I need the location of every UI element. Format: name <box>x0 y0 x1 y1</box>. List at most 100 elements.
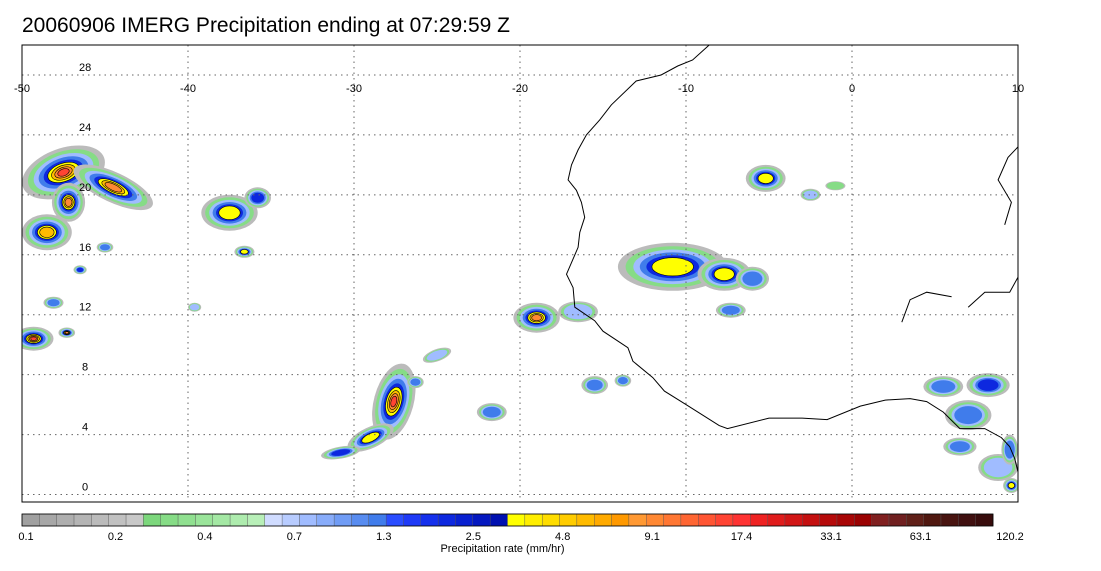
colorbar-tick-label: 2.5 <box>466 531 481 543</box>
colorbar-swatch <box>489 513 508 527</box>
precip-contour <box>826 181 844 190</box>
precip-cell <box>22 214 72 251</box>
latitude-label: 20 <box>79 182 91 194</box>
colorbar-swatch <box>680 513 699 527</box>
colorbar-swatch <box>958 513 976 527</box>
colorbar-swatch <box>437 513 456 527</box>
colorbar-tick-label: 0.2 <box>108 531 123 543</box>
precip-contour <box>47 299 60 307</box>
colorbar-swatch <box>368 513 387 527</box>
colorbar-swatch <box>541 513 560 527</box>
precip-cell <box>43 296 64 309</box>
colorbar-swatch <box>472 513 491 527</box>
colorbar-tick-label: 4.8 <box>555 531 570 543</box>
precip-cell <box>945 400 992 431</box>
precip-cell <box>188 302 202 312</box>
colorbar-swatch <box>715 513 734 527</box>
precip-contour <box>949 441 970 452</box>
precip-cell <box>321 445 361 460</box>
precip-contour <box>104 182 122 193</box>
precip-cell <box>923 376 964 398</box>
colorbar-swatch <box>906 513 924 527</box>
colorbar-tick-label: 17.4 <box>731 531 752 543</box>
colorbar-swatch <box>56 513 75 527</box>
colorbar-tick-label: 9.1 <box>645 531 660 543</box>
colorbar-swatch <box>333 513 352 527</box>
longitude-label: -20 <box>512 83 528 95</box>
colorbar-swatch <box>576 513 595 527</box>
precip-contour <box>410 378 421 386</box>
precip-contour <box>218 205 241 220</box>
colorbar-swatch <box>39 513 57 527</box>
precip-cell <box>22 326 54 351</box>
precip-cell <box>372 363 416 440</box>
colorbar-title: Precipitation rate (mm/hr) <box>440 543 564 555</box>
precip-cell <box>966 373 1010 398</box>
precip-contour <box>64 197 73 207</box>
colorbar-swatch <box>663 513 682 527</box>
colorbar-swatch <box>559 513 578 527</box>
latitude-label: 12 <box>79 302 91 314</box>
colorbar-tick-label: 0.7 <box>287 531 302 543</box>
precip-cell <box>513 302 560 333</box>
colorbar-swatch <box>854 513 872 527</box>
colorbar-swatch <box>940 513 959 527</box>
precip-cell <box>234 245 255 258</box>
colorbar-swatch <box>975 513 994 527</box>
precip-contour <box>651 257 694 277</box>
colorbar: 0.1 0.2 0.4 0.7 1.3 2.5 4.8 9.1 17.4 33.1 63.1 120.… <box>18 513 1024 555</box>
precip-contour <box>757 172 774 184</box>
precip-contour <box>742 271 763 286</box>
coastline-segment <box>967 276 1018 308</box>
latitude-label: 24 <box>79 122 91 134</box>
colorbar-swatch <box>143 513 162 527</box>
longitude-labels: -50 -40 -30 -20 -10 0 10 <box>14 83 1024 95</box>
colorbar-swatch <box>611 513 630 527</box>
colorbar-swatch <box>299 513 318 527</box>
colorbar-swatch <box>125 513 144 527</box>
colorbar-swatch <box>646 513 664 527</box>
colorbar-swatch <box>160 513 179 527</box>
colorbar-swatch <box>524 513 543 527</box>
latitude-label: 0 <box>82 482 88 494</box>
latitude-label: 28 <box>79 62 91 74</box>
coastline-segment <box>901 291 952 323</box>
map-title: 20060906 IMERG Precipitation ending at 0… <box>22 14 510 37</box>
precip-contour <box>482 406 501 418</box>
precip-contour <box>57 168 70 177</box>
colorbar-swatch <box>628 513 647 527</box>
precip-cell <box>558 301 598 323</box>
longitude-label: -40 <box>180 83 196 95</box>
colorbar-tick-label: 120.2 <box>996 531 1024 543</box>
precip-contour <box>1004 440 1015 459</box>
precip-cell <box>476 403 507 422</box>
precip-cell <box>201 194 258 231</box>
precip-contour <box>1007 482 1015 489</box>
precip-contour <box>30 336 37 341</box>
colorbar-swatch <box>767 513 786 527</box>
precip-cell <box>347 423 394 452</box>
colorbar-tick-label: 63.1 <box>910 531 931 543</box>
colorbar-swatch <box>73 513 92 527</box>
colorbar-swatch <box>507 513 526 527</box>
precip-cell <box>614 374 632 387</box>
colorbar-swatch <box>784 513 803 527</box>
colorbar-frame <box>21 513 994 527</box>
precip-contour <box>76 267 84 272</box>
precip-cell <box>581 376 608 395</box>
colorbar-swatch <box>21 513 40 527</box>
colorbar-swatch <box>247 513 266 527</box>
precip-contour <box>983 457 1013 478</box>
colorbar-swatch <box>923 513 942 527</box>
precip-cell <box>715 302 746 318</box>
precip-cell <box>745 164 786 192</box>
precip-cell <box>697 257 751 291</box>
precip-contour <box>586 379 603 391</box>
precip-contour <box>390 395 398 408</box>
precip-cell <box>943 437 977 456</box>
precip-contour <box>189 304 200 311</box>
coastline-layer <box>565 45 1018 473</box>
colorbar-swatch <box>177 513 196 527</box>
colorbar-swatch <box>351 513 370 527</box>
latitude-labels: 0 4 8 12 16 20 24 28 <box>79 62 91 494</box>
